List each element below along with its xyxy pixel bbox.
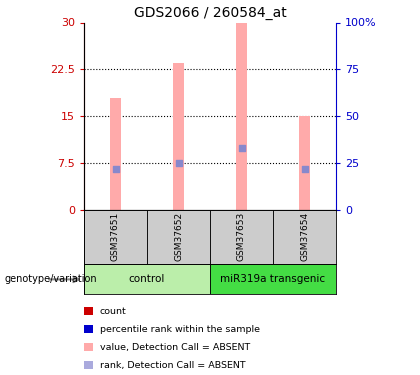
Point: [238, 144, 245, 150]
Title: GDS2066 / 260584_at: GDS2066 / 260584_at: [134, 6, 286, 20]
Point: [112, 166, 119, 172]
Bar: [147, 210, 210, 264]
Bar: [173, 63, 184, 210]
Bar: [110, 98, 121, 210]
Text: miR319a transgenic: miR319a transgenic: [220, 274, 326, 284]
Text: percentile rank within the sample: percentile rank within the sample: [100, 325, 260, 334]
Point: [175, 160, 182, 166]
Bar: [84, 210, 147, 264]
Text: value, Detection Call = ABSENT: value, Detection Call = ABSENT: [100, 343, 250, 352]
Bar: [236, 22, 247, 210]
Text: GSM37652: GSM37652: [174, 211, 183, 261]
Point: [301, 166, 308, 172]
Text: GSM37651: GSM37651: [111, 211, 120, 261]
Text: count: count: [100, 307, 126, 316]
Bar: [210, 264, 336, 294]
Text: GSM37653: GSM37653: [237, 211, 246, 261]
Text: control: control: [129, 274, 165, 284]
Text: genotype/variation: genotype/variation: [4, 274, 97, 284]
Bar: [210, 210, 273, 264]
Bar: [299, 116, 310, 210]
Bar: [84, 264, 210, 294]
Text: GSM37654: GSM37654: [300, 211, 309, 261]
Text: rank, Detection Call = ABSENT: rank, Detection Call = ABSENT: [100, 361, 245, 370]
Bar: [273, 210, 336, 264]
